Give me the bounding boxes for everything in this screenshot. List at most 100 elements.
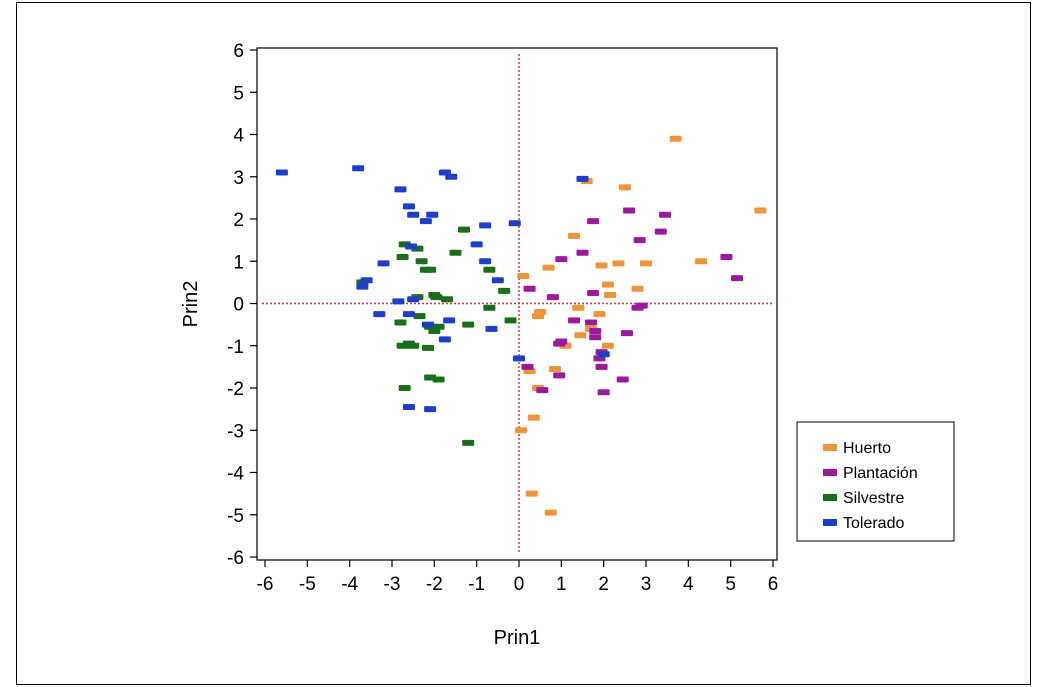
point-tolerado [402,404,415,411]
y-tick-label: -5 [227,506,244,527]
reference-lines [262,54,772,552]
x-tick-label: -1 [468,574,485,595]
point-tolerado [576,175,589,182]
point-silvestre [396,254,409,261]
x-axis-title: Prin1 [494,627,541,649]
point-plantacion [523,285,536,292]
legend-items: Huerto Plantación Silvestre Tolerado [823,440,918,532]
point-tolerado [421,321,434,328]
point-tolerado [508,220,521,227]
point-tolerado [402,203,415,210]
point-silvestre [413,313,426,320]
y-tick-label: 0 [233,295,244,316]
x-tick-label: -6 [257,574,274,595]
point-huerto [572,304,585,311]
point-silvestre [432,376,445,383]
point-tolerado [360,277,373,284]
point-tolerado [597,351,610,358]
point-plantacion [521,363,534,370]
point-silvestre [483,304,496,311]
y-tick-label: -1 [227,337,244,358]
point-tolerado [394,186,407,193]
point-plantacion [584,319,597,326]
point-huerto [601,342,614,349]
point-huerto [669,135,682,142]
point-huerto [548,365,561,372]
point-tolerado [424,406,437,413]
point-tolerado [438,336,451,343]
point-silvestre [449,249,462,256]
legend-label-plantacion: Plantación [843,465,918,482]
point-tolerado [356,283,369,290]
y-tick-label: 4 [233,126,244,147]
legend-label-silvestre: Silvestre [843,490,904,507]
point-tolerado [407,296,420,303]
point-huerto [593,311,606,318]
point-plantacion [620,330,633,337]
point-plantacion [589,327,602,334]
legend-swatch-silvestre [823,494,837,501]
point-huerto [532,313,545,320]
point-tolerado [426,211,439,218]
point-huerto [574,332,587,339]
point-silvestre [394,319,407,326]
point-tolerado [479,222,492,229]
point-plantacion [623,207,636,214]
point-silvestre [407,342,420,349]
point-huerto [640,260,652,267]
point-huerto [612,260,625,267]
x-tick-label: -2 [426,574,443,595]
legend-swatch-plantacion [823,469,837,476]
point-plantacion [555,256,568,263]
point-tolerado [402,311,415,318]
point-silvestre [498,287,511,294]
x-tick-label: -3 [384,574,401,595]
data-points [275,135,767,516]
point-tolerado [479,258,492,265]
point-huerto [595,262,608,269]
point-silvestre [462,439,475,446]
x-tick-label: 6 [768,574,779,595]
point-silvestre [441,296,454,303]
y-tick-label: 5 [233,83,244,104]
point-huerto [544,509,557,516]
legend-label-tolerado: Tolerado [843,515,904,532]
point-tolerado [377,260,390,267]
point-plantacion [589,334,602,341]
y-tick-label: -3 [227,421,244,442]
point-tolerado [443,317,456,324]
point-tolerado [405,243,418,250]
point-silvestre [398,385,411,391]
y-tick-label: -6 [227,548,244,569]
point-plantacion [595,363,608,370]
x-tick-label: 0 [514,574,525,595]
point-huerto [601,281,614,288]
point-plantacion [587,289,600,296]
point-huerto [568,232,581,239]
point-plantacion [731,275,744,282]
point-tolerado [407,211,420,218]
y-tick-label: 6 [233,41,244,62]
point-tolerado [491,277,504,284]
legend-label-huerto: Huerto [843,440,891,457]
point-tolerado [445,173,458,180]
point-tolerado [470,241,483,248]
figure-frame [16,2,1031,685]
point-silvestre [415,258,428,265]
x-tick-label: -4 [341,574,358,595]
legend-swatch-huerto [823,444,837,451]
point-plantacion [631,304,644,311]
point-plantacion [659,211,672,218]
point-tolerado [485,325,498,332]
x-tick-label: 4 [683,574,694,595]
point-plantacion [553,372,566,379]
point-plantacion [597,389,610,396]
point-plantacion [616,376,629,383]
point-huerto [525,490,538,497]
x-tick-label: -5 [299,574,316,595]
y-tick-label: -2 [227,379,244,400]
point-tolerado [513,355,525,362]
x-tick-label: 2 [598,574,609,595]
y-tick-label: 1 [233,252,244,273]
